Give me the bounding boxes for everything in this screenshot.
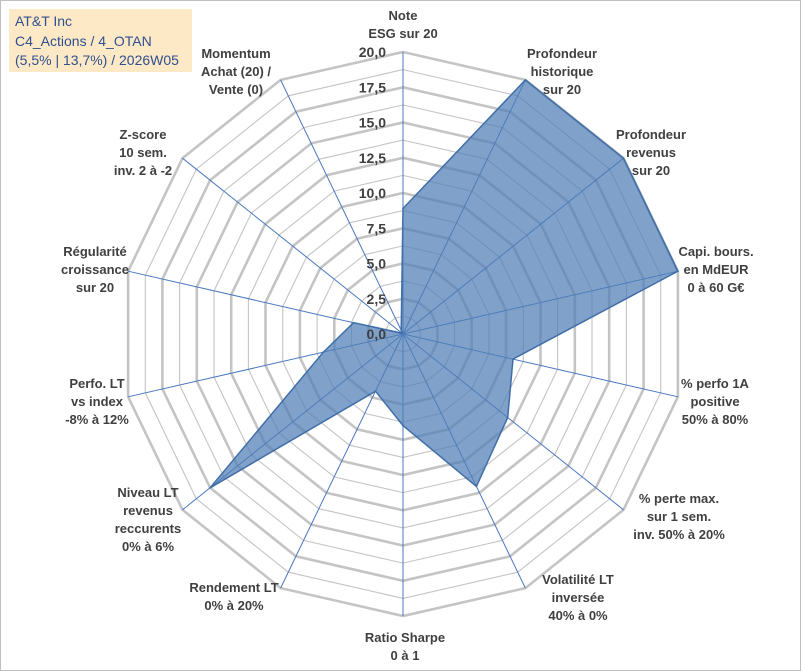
axis-label: 10 sem. bbox=[119, 145, 167, 160]
axis-label: 0% à 20% bbox=[204, 598, 264, 613]
axis-label: inv. 2 à -2 bbox=[114, 163, 172, 178]
axis-label: 0 à 60 G€ bbox=[687, 280, 744, 295]
tick-label: 12,5 bbox=[359, 150, 386, 166]
radar-tick-labels: 0,0 2,5 5,0 7,5 10,0 12,5 15,0 17,5 20,0 bbox=[359, 44, 386, 342]
series-area bbox=[209, 78, 679, 489]
tick-label: 2,5 bbox=[367, 291, 387, 307]
axis-label: inv. 50% à 20% bbox=[633, 527, 725, 542]
axis-label: Volatilité LT bbox=[542, 572, 614, 587]
series-point bbox=[352, 321, 355, 324]
tick-label: 15,0 bbox=[359, 115, 386, 131]
axis-label: Rendement LT bbox=[189, 580, 278, 595]
axis-label: vs index bbox=[71, 394, 124, 409]
chart-title-box: AT&T Inc C4_Actions / 4_OTAN (5,5% | 13,… bbox=[9, 9, 192, 72]
axis-spoke bbox=[280, 79, 404, 335]
axis-label: inversée bbox=[552, 590, 605, 605]
axis-label: Vente (0) bbox=[209, 82, 263, 97]
radar-series bbox=[209, 78, 679, 489]
axis-label: sur 20 bbox=[632, 163, 670, 178]
axis-label: % perfo 1A bbox=[681, 376, 750, 391]
axis-label: sur 20 bbox=[543, 82, 581, 97]
series-point bbox=[506, 416, 509, 419]
axis-label: ESG sur 20 bbox=[368, 26, 437, 41]
axis-label: Z-score bbox=[120, 127, 167, 142]
series-point bbox=[322, 351, 325, 354]
axis-label: 50% à 80% bbox=[682, 412, 749, 427]
tick-label: 20,0 bbox=[359, 44, 386, 60]
axis-spoke bbox=[182, 157, 404, 335]
yield-period-info: (5,5% | 13,7%) / 2026W05 bbox=[15, 52, 179, 68]
series-point bbox=[400, 329, 403, 332]
axis-label: sur 20 bbox=[76, 280, 114, 295]
axis-label: Achat (20) / bbox=[201, 64, 271, 79]
series-point bbox=[524, 79, 527, 81]
axis-label: % perte max. bbox=[639, 491, 719, 506]
axis-label: sur 1 sem. bbox=[647, 509, 711, 524]
axis-label: Ratio Sharpe bbox=[365, 630, 445, 645]
series-point bbox=[677, 270, 679, 273]
axis-label: 0% à 6% bbox=[122, 539, 174, 554]
tick-label: 7,5 bbox=[367, 220, 387, 236]
axis-label: revenus bbox=[626, 145, 676, 160]
tick-label: 17,5 bbox=[359, 79, 386, 95]
axis-label: Note bbox=[389, 8, 418, 23]
series-point bbox=[475, 485, 478, 488]
portfolio-category: C4_Actions / 4_OTAN bbox=[15, 32, 152, 49]
series-point bbox=[512, 358, 514, 360]
axis-label: Profondeur bbox=[527, 46, 597, 61]
axis-label: en MdEUR bbox=[684, 262, 750, 277]
axis-label: Momentum bbox=[201, 46, 270, 61]
axis-label: croissance bbox=[61, 262, 129, 277]
tick-label: 0,0 bbox=[367, 326, 387, 342]
axis-label: Profondeur bbox=[616, 127, 686, 142]
series-point bbox=[401, 332, 403, 334]
company-name: AT&T Inc bbox=[15, 13, 73, 29]
series-point bbox=[622, 157, 625, 159]
axis-label: 0 à 1 bbox=[391, 648, 420, 663]
series-point bbox=[209, 487, 211, 489]
axis-label: 40% à 0% bbox=[548, 608, 608, 623]
series-point bbox=[374, 390, 377, 393]
tick-label: 10,0 bbox=[359, 185, 386, 201]
series-point bbox=[402, 424, 404, 427]
axis-label: Capi. bours. bbox=[678, 244, 753, 259]
axis-label: Perfo. LT bbox=[69, 376, 124, 391]
axis-label: reccurents bbox=[115, 521, 181, 536]
series-point bbox=[402, 207, 404, 210]
axis-label: positive bbox=[690, 394, 739, 409]
axis-label: -8% à 12% bbox=[65, 412, 129, 427]
axis-label: Régularité bbox=[63, 244, 127, 259]
tick-label: 5,0 bbox=[367, 256, 387, 272]
radar-axis-labels: Note ESG sur 20 Profondeur historique sur 20… bbox=[61, 8, 754, 663]
axis-label: Niveau LT bbox=[117, 485, 178, 500]
axis-label: historique bbox=[531, 64, 594, 79]
axis-label: revenus bbox=[123, 503, 173, 518]
